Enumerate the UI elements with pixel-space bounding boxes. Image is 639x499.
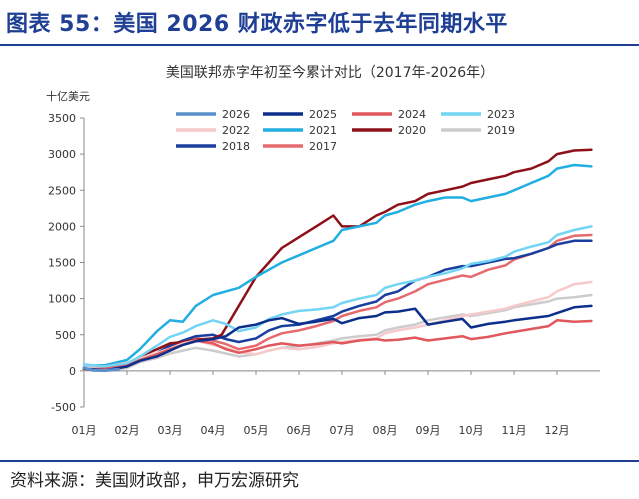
legend-item-2018: 2018 xyxy=(176,140,250,153)
source-note: 资料来源：美国财政部，申万宏源研究 xyxy=(10,471,299,491)
legend-item-2020: 2020 xyxy=(352,124,426,137)
title-divider xyxy=(0,44,639,46)
legend-label: 2017 xyxy=(309,140,337,153)
x-tick-label: 08月 xyxy=(373,424,398,437)
legend-label: 2023 xyxy=(487,108,515,121)
y-axis-unit: 十亿美元 xyxy=(46,89,90,103)
x-tick-label: 03月 xyxy=(158,424,183,437)
legend-item-2017: 2017 xyxy=(263,140,337,153)
series-line-2017 xyxy=(82,233,593,371)
y-tick-label: 3000 xyxy=(48,148,76,161)
x-tick-label: 11月 xyxy=(502,424,527,437)
series-line-2020 xyxy=(82,148,593,372)
x-tick-label: 10月 xyxy=(459,424,484,437)
y-tick-label: 3500 xyxy=(48,112,76,125)
y-tick-label: 1500 xyxy=(48,257,76,270)
y-tick-label: 1000 xyxy=(48,293,76,306)
x-tick-label: 12月 xyxy=(545,424,570,437)
series-line-2021 xyxy=(82,163,593,368)
legend-label: 2020 xyxy=(398,124,426,137)
series-line-2023 xyxy=(82,225,593,368)
series-lines xyxy=(82,148,593,373)
x-tick-label: 01月 xyxy=(72,424,97,437)
legend-label: 2022 xyxy=(222,124,250,137)
legend-label: 2024 xyxy=(398,108,426,121)
legend: 2026 2025 2024 2023 2022 2021 2020 2019 2018 2017 xyxy=(176,108,515,153)
x-tick-label: 05月 xyxy=(244,424,269,437)
title-bar: 图表 55：美国 2026 财政赤字低于去年同期水平 xyxy=(0,0,639,46)
source-divider xyxy=(0,460,639,462)
y-tick-label: 2000 xyxy=(48,220,76,233)
legend-item-2022: 2022 xyxy=(176,124,250,137)
x-tick-label: 06月 xyxy=(287,424,312,437)
y-tick-label: -500 xyxy=(51,401,76,414)
legend-item-2024: 2024 xyxy=(352,108,426,121)
legend-label: 2025 xyxy=(309,108,337,121)
y-tick-label: 500 xyxy=(55,329,76,342)
x-tick-label: 04月 xyxy=(201,424,226,437)
x-tick-label: 02月 xyxy=(115,424,140,437)
series-line-2025 xyxy=(82,304,593,372)
legend-item-2019: 2019 xyxy=(441,124,515,137)
legend-item-2026: 2026 xyxy=(176,108,250,121)
legend-label: 2021 xyxy=(309,124,337,137)
legend-item-2021: 2021 xyxy=(263,124,337,137)
x-tick-label: 07月 xyxy=(330,424,355,437)
legend-label: 2019 xyxy=(487,124,515,137)
series-line-2026 xyxy=(82,366,120,372)
page-title: 图表 55：美国 2026 财政赤字低于去年同期水平 xyxy=(6,12,508,37)
legend-item-2025: 2025 xyxy=(263,108,337,121)
y-tick-label: 0 xyxy=(69,365,76,378)
y-tick-label: 2500 xyxy=(48,184,76,197)
legend-label: 2018 xyxy=(222,140,250,153)
legend-item-2023: 2023 xyxy=(441,108,515,121)
legend-label: 2026 xyxy=(222,108,250,121)
x-tick-label: 09月 xyxy=(416,424,441,437)
chart-title: 美国联邦赤字年初至今累计对比（2017年-2026年） xyxy=(166,64,494,81)
axes: -500 0 500 1000 1500 2000 2500 3000 3500 01月 02月 03… xyxy=(48,112,600,437)
series-line-2019 xyxy=(82,293,593,373)
